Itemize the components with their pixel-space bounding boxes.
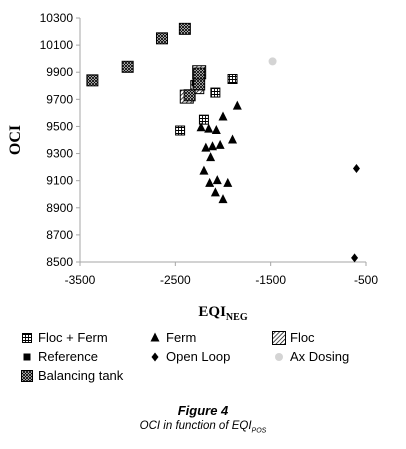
legend-label-ax-dosing: Ax Dosing bbox=[290, 349, 349, 364]
y-tick-label: 9300 bbox=[46, 147, 73, 161]
data-point-ferm bbox=[211, 125, 221, 135]
y-tick-label: 10300 bbox=[40, 11, 74, 25]
y-axis-ticks: 8500 8700 8900 9100 9300 9500 9700 9900 10100 103… bbox=[40, 11, 80, 269]
y-tick-label: 10100 bbox=[40, 38, 74, 52]
data-point-ferm bbox=[196, 122, 206, 132]
legend-marker-floc bbox=[272, 331, 286, 345]
x-axis-title: EQINEG bbox=[198, 304, 247, 323]
data-point-ferm bbox=[210, 187, 220, 197]
legend-item-balancing-tank: Balancing tank bbox=[21, 368, 124, 383]
data-point-balancing-tank bbox=[193, 67, 206, 80]
legend-item-floc-ferm: Floc + Ferm bbox=[22, 330, 108, 345]
legend-marker-ferm bbox=[150, 332, 160, 342]
figure-caption-text-main: OCI in function of EQI bbox=[139, 420, 252, 432]
data-point-floc-ferm bbox=[210, 87, 221, 98]
data-point-floc-ferm bbox=[198, 114, 209, 125]
legend-item-open-loop: Open Loop bbox=[151, 349, 230, 364]
legend-item-ferm: Ferm bbox=[150, 330, 196, 345]
data-point-ferm bbox=[215, 139, 225, 149]
y-axis-title: OCI bbox=[7, 125, 24, 155]
legend-label-open-loop: Open Loop bbox=[166, 349, 230, 364]
data-point-ferm bbox=[223, 177, 233, 187]
data-point-balancing-tank bbox=[183, 89, 196, 102]
legend-label-reference: Reference bbox=[38, 349, 98, 364]
legend-item-floc: Floc bbox=[272, 330, 315, 345]
data-point-ferm bbox=[201, 142, 211, 152]
data-point-floc-ferm bbox=[175, 125, 186, 136]
legend-item-reference: Reference bbox=[23, 349, 98, 364]
legend: Floc + Ferm Ferm Floc Reference Open Loop Ax … bbox=[21, 330, 349, 383]
data-point-ferm bbox=[232, 100, 242, 110]
data-point-balancing-tank bbox=[155, 32, 168, 45]
y-tick-label: 9500 bbox=[46, 119, 73, 133]
y-tick-label: 9900 bbox=[46, 65, 73, 79]
data-points bbox=[86, 22, 360, 263]
legend-label-balancing-tank: Balancing tank bbox=[38, 368, 124, 383]
legend-item-ax-dosing: Ax Dosing bbox=[275, 349, 349, 364]
data-point-balancing-tank bbox=[121, 60, 134, 73]
data-point-ferm bbox=[208, 141, 218, 151]
x-axis-title-main: EQI bbox=[198, 304, 226, 320]
x-tick-label: -3500 bbox=[65, 273, 96, 287]
x-axis-ticks: -3500 -2500 -1500 -500 bbox=[65, 262, 378, 287]
legend-marker-reference bbox=[23, 353, 31, 361]
data-point-ferm bbox=[218, 111, 228, 121]
data-point-floc-ferm bbox=[227, 74, 238, 84]
data-point-open-loop bbox=[352, 163, 360, 173]
data-point-ferm bbox=[218, 194, 228, 204]
x-tick-label: -2500 bbox=[160, 273, 191, 287]
data-point-ferm bbox=[206, 152, 216, 162]
scatter-chart: 8500 8700 8900 9100 9300 9500 9700 9900 10100 103… bbox=[7, 11, 378, 383]
legend-marker-open-loop bbox=[151, 352, 159, 362]
data-point-ferm bbox=[199, 165, 209, 175]
y-tick-label: 8900 bbox=[46, 201, 73, 215]
legend-marker-floc-ferm bbox=[22, 333, 32, 343]
y-tick-label: 9100 bbox=[46, 174, 73, 188]
legend-marker-ax-dosing bbox=[275, 353, 283, 361]
y-tick-label: 8500 bbox=[46, 255, 73, 269]
data-point-ferm bbox=[204, 123, 214, 133]
data-point-ax-dosing bbox=[268, 57, 277, 66]
data-point-ferm bbox=[212, 175, 222, 185]
data-point-ferm bbox=[205, 177, 215, 187]
x-tick-label: -500 bbox=[354, 273, 378, 287]
legend-label-floc: Floc bbox=[290, 330, 315, 345]
data-point-balancing-tank bbox=[178, 22, 191, 35]
x-axis-title-subscript: NEG bbox=[226, 312, 248, 323]
y-tick-label: 9700 bbox=[46, 92, 73, 106]
data-point-ferm bbox=[228, 134, 238, 144]
figure-caption-subscript: POS bbox=[251, 427, 267, 435]
figure-caption: Figure 4 OCI in function of EQIPOS bbox=[0, 403, 406, 438]
y-tick-label: 8700 bbox=[46, 228, 73, 242]
figure-caption-title: Figure 4 bbox=[177, 403, 229, 418]
x-tick-label: -1500 bbox=[255, 273, 286, 287]
legend-label-floc-ferm: Floc + Ferm bbox=[38, 330, 108, 345]
figure-caption-text: OCI in function of EQIPOS bbox=[0, 419, 406, 438]
legend-label-ferm: Ferm bbox=[166, 330, 196, 345]
data-point-balancing-tank bbox=[193, 78, 206, 91]
data-point-balancing-tank bbox=[86, 74, 99, 87]
legend-marker-balancing-tank bbox=[21, 370, 33, 382]
data-point-open-loop bbox=[351, 253, 359, 263]
